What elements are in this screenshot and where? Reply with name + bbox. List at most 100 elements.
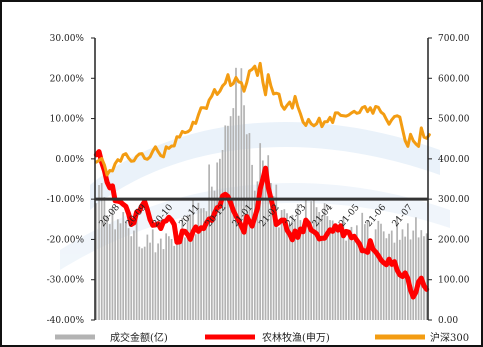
volume-bar xyxy=(326,216,329,320)
volume-bar xyxy=(296,203,299,320)
volume-bar xyxy=(270,183,272,320)
volume-bar xyxy=(377,220,380,320)
volume-bar xyxy=(95,203,98,320)
volume-bar xyxy=(337,226,339,320)
volume-bar xyxy=(227,125,229,320)
volume-bar xyxy=(165,233,168,320)
volume-bar xyxy=(138,246,141,320)
volume-bar xyxy=(248,133,251,320)
right-tick-label: 500.00 xyxy=(438,115,470,125)
volume-bar xyxy=(315,207,318,320)
volume-bar xyxy=(313,198,315,320)
volume-bar xyxy=(369,251,372,320)
volume-bar xyxy=(393,242,396,320)
volume-bar xyxy=(159,238,162,320)
volume-bar xyxy=(219,158,221,320)
volume-bar xyxy=(133,230,135,320)
volume-bar xyxy=(151,229,154,320)
volume-bar xyxy=(186,214,189,320)
volume-bar xyxy=(181,218,184,320)
volume-bar xyxy=(407,223,409,320)
volume-bar xyxy=(361,212,364,320)
volume-bar xyxy=(280,210,283,320)
volume-bar xyxy=(425,233,428,320)
left-tick-label: 10.00% xyxy=(50,115,85,125)
volume-bar xyxy=(420,230,423,320)
volume-bar xyxy=(216,162,219,320)
left-tick-label: -40.00% xyxy=(47,316,85,326)
volume-bar xyxy=(364,224,366,320)
volume-bar xyxy=(307,220,310,320)
volume-bar xyxy=(304,200,307,320)
left-tick-label: -10.00% xyxy=(47,195,85,205)
volume-bar xyxy=(415,217,417,320)
volume-bar xyxy=(229,116,232,321)
volume-bar xyxy=(192,199,194,320)
volume-bar xyxy=(224,125,227,320)
volume-bar xyxy=(358,245,361,320)
legend-volume-label: 成交金额(亿) xyxy=(110,331,168,344)
volume-bar xyxy=(127,228,130,320)
volume-bar xyxy=(374,229,377,320)
volume-bar xyxy=(210,186,213,320)
volume-bar xyxy=(103,197,106,320)
volume-bar xyxy=(143,246,146,320)
sector-index-line xyxy=(93,149,430,300)
right-tick-label: 0.00 xyxy=(438,316,458,326)
right-tick-label: 100.00 xyxy=(438,276,470,286)
volume-bar xyxy=(372,249,374,320)
volume-bar xyxy=(272,195,275,320)
volume-bar xyxy=(323,203,326,320)
volume-bar xyxy=(331,220,334,320)
left-tick-label: 30.00% xyxy=(50,34,85,44)
volume-bar xyxy=(189,214,192,320)
left-tick-label: -30.00% xyxy=(47,276,85,286)
volume-bar xyxy=(170,239,173,320)
volume-bar xyxy=(334,230,337,320)
volume-bar xyxy=(291,214,294,320)
volume-bar xyxy=(355,225,358,320)
volume-bar xyxy=(347,233,350,320)
hs300-line xyxy=(94,61,431,177)
left-tick-label: 20.00% xyxy=(50,74,85,84)
right-tick-label: 400.00 xyxy=(438,155,470,165)
volume-bar xyxy=(200,208,202,320)
volume-bar xyxy=(390,230,393,320)
volume-bar xyxy=(342,216,345,320)
volume-bar xyxy=(114,229,116,320)
volume-bar xyxy=(205,211,208,320)
volume-bar xyxy=(130,236,133,320)
volume-bar xyxy=(178,235,181,320)
legend-sector-label: 农林牧渔(申万) xyxy=(262,331,330,344)
volume-bar xyxy=(141,248,143,320)
volume-bar xyxy=(329,220,331,320)
volume-bar xyxy=(149,242,151,320)
volume-bar xyxy=(259,143,262,320)
volume-bar xyxy=(108,224,111,320)
volume-bar xyxy=(116,219,119,320)
volume-bar xyxy=(321,215,323,320)
volume-bar xyxy=(423,236,425,320)
volume-bar xyxy=(98,185,100,320)
volume-bar xyxy=(267,155,270,320)
volume-bar xyxy=(275,184,278,320)
volume-bar xyxy=(385,238,388,320)
volume-bar xyxy=(353,240,356,320)
volume-bar xyxy=(264,181,267,320)
x-tick-label: 21-05 xyxy=(337,203,362,230)
volume-bar xyxy=(111,207,114,320)
right-tick-label: 600.00 xyxy=(438,74,470,84)
volume-bar xyxy=(194,234,197,320)
volume-bar xyxy=(251,164,253,320)
volume-bar xyxy=(310,201,313,320)
volume-bar xyxy=(197,202,200,320)
volume-bar xyxy=(125,221,127,320)
volume-bar xyxy=(208,164,210,320)
volume-bar xyxy=(176,230,178,320)
legend-hs300-label: 沪深300 xyxy=(430,331,469,344)
left-tick-label: -20.00% xyxy=(47,235,85,245)
watermark xyxy=(60,121,450,270)
volume-bar xyxy=(235,67,237,320)
volume-bar xyxy=(261,160,264,320)
